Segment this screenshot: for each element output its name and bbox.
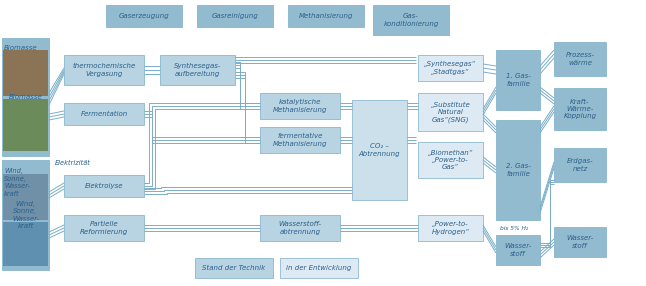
Text: fermentative
Methanisierung: fermentative Methanisierung (273, 133, 328, 147)
Text: Synthesegas-
aufbereitung: Synthesegas- aufbereitung (174, 63, 221, 77)
Text: CO₂ –
Abtrennung: CO₂ – Abtrennung (359, 143, 401, 157)
FancyBboxPatch shape (496, 235, 540, 265)
Text: Stand der Technik: Stand der Technik (202, 265, 266, 271)
FancyBboxPatch shape (106, 5, 182, 27)
FancyBboxPatch shape (64, 175, 144, 197)
Text: Wasserstoff-
abtrennung: Wasserstoff- abtrennung (278, 221, 322, 235)
FancyBboxPatch shape (418, 215, 483, 241)
FancyBboxPatch shape (64, 55, 144, 85)
Text: „Power-to-
Hydrogen“: „Power-to- Hydrogen“ (432, 221, 470, 235)
FancyBboxPatch shape (197, 5, 273, 27)
FancyBboxPatch shape (3, 222, 48, 266)
Text: „Synthesegas“
„Stadtgas“: „Synthesegas“ „Stadtgas“ (424, 61, 477, 75)
FancyBboxPatch shape (280, 258, 358, 278)
FancyBboxPatch shape (195, 258, 273, 278)
FancyBboxPatch shape (3, 174, 48, 220)
FancyBboxPatch shape (2, 160, 49, 270)
FancyBboxPatch shape (352, 100, 407, 200)
FancyBboxPatch shape (288, 5, 364, 27)
Text: Gasreinigung: Gasreinigung (211, 13, 258, 19)
Text: Biomasse: Biomasse (8, 94, 42, 100)
FancyBboxPatch shape (554, 227, 606, 257)
Text: Wind,
Sonne,
Wasser-
kraft: Wind, Sonne, Wasser- kraft (4, 168, 30, 196)
FancyBboxPatch shape (3, 99, 48, 151)
Text: „Biomethan“
„Power-to-
Gas“: „Biomethan“ „Power-to- Gas“ (428, 150, 473, 170)
Text: „Substitute
Natural
Gas“(SNG): „Substitute Natural Gas“(SNG) (431, 102, 470, 123)
FancyBboxPatch shape (418, 142, 483, 178)
FancyBboxPatch shape (3, 50, 48, 96)
Text: Partielle
Reformierung: Partielle Reformierung (80, 221, 128, 235)
Text: in der Entwicklung: in der Entwicklung (286, 265, 351, 271)
Text: Wind,
Sonne,
Wasser-
kraft: Wind, Sonne, Wasser- kraft (12, 201, 39, 229)
FancyBboxPatch shape (2, 38, 49, 156)
FancyBboxPatch shape (554, 88, 606, 130)
FancyBboxPatch shape (160, 55, 235, 85)
Text: 2. Gas-
familie: 2. Gas- familie (506, 163, 530, 177)
FancyBboxPatch shape (418, 55, 483, 81)
Text: thermochemische
Vergasung: thermochemische Vergasung (72, 63, 136, 77)
Text: Gas-
konditionierung: Gas- konditionierung (383, 13, 439, 27)
FancyBboxPatch shape (373, 5, 449, 35)
Text: Fermentation: Fermentation (80, 111, 128, 117)
FancyBboxPatch shape (64, 215, 144, 241)
Text: Kraft-
Wärme-
Kopplung: Kraft- Wärme- Kopplung (563, 99, 596, 119)
FancyBboxPatch shape (496, 120, 540, 220)
Text: Gaserzeugung: Gaserzeugung (119, 13, 169, 19)
Text: Methanisierung: Methanisierung (298, 13, 353, 19)
FancyBboxPatch shape (554, 42, 606, 76)
FancyBboxPatch shape (496, 50, 540, 110)
Text: Elektrolyse: Elektrolyse (85, 183, 123, 189)
Text: Prozess-
wärme: Prozess- wärme (565, 52, 594, 65)
Text: bis 5% H₂: bis 5% H₂ (500, 225, 528, 231)
Text: Biomasse: Biomasse (4, 45, 37, 51)
Text: Wasser-
stoff: Wasser- stoff (567, 235, 594, 249)
FancyBboxPatch shape (64, 103, 144, 125)
Text: 1. Gas-
familie: 1. Gas- familie (506, 74, 530, 87)
Text: Wasser-
stoff: Wasser- stoff (505, 243, 532, 257)
FancyBboxPatch shape (260, 93, 340, 119)
FancyBboxPatch shape (418, 93, 483, 131)
FancyBboxPatch shape (554, 148, 606, 182)
FancyBboxPatch shape (260, 215, 340, 241)
Text: katalytische
Methanisierung: katalytische Methanisierung (273, 99, 328, 113)
Text: Erdgas-
netz: Erdgas- netz (567, 158, 593, 172)
FancyBboxPatch shape (260, 127, 340, 153)
Text: Elektrizität: Elektrizität (55, 160, 91, 166)
